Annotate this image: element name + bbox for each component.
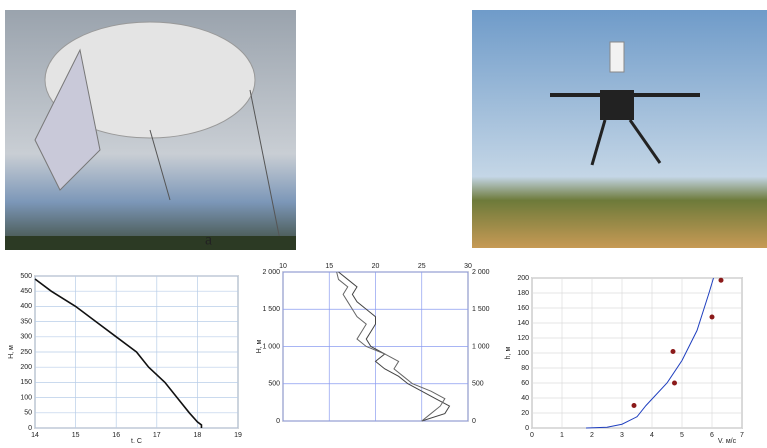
y-tick-label: 40 — [521, 395, 529, 402]
y-tick-label: 300 — [20, 334, 32, 341]
y-tick-label: 120 — [517, 335, 529, 342]
y-tick-label: 100 — [20, 394, 32, 401]
y-tick-label: 250 — [20, 349, 32, 356]
x-tick-label: 7 — [740, 432, 744, 439]
x-tick-label: 3 — [620, 432, 624, 439]
x-tick-label: 30 — [464, 263, 472, 270]
panel-label: a — [205, 232, 212, 249]
data-point — [709, 314, 715, 320]
x-tick-label: 1 — [560, 432, 564, 439]
y-tick-label-right: 1 500 — [472, 306, 490, 313]
x-tick-label: 14 — [31, 432, 39, 439]
y-tick-label: 500 — [20, 273, 32, 280]
x-tick-label: 6 — [710, 432, 714, 439]
data-point — [670, 349, 676, 354]
y-tick-label: 140 — [517, 320, 529, 327]
y-tick-label: 0 — [276, 418, 280, 425]
x-tick-label: 25 — [418, 263, 426, 270]
x-tick-label: 15 — [325, 263, 333, 270]
y-tick-label: 500 — [268, 381, 280, 388]
y-tick-label: 20 — [521, 410, 529, 417]
x-tick-label: 18 — [194, 432, 202, 439]
data-point — [672, 380, 677, 386]
y-axis-label: h, м — [505, 347, 512, 360]
y-tick-label: 0 — [28, 425, 32, 432]
data-line — [338, 271, 451, 422]
y-tick-label: 0 — [525, 425, 529, 432]
y-tick-label-right: 1 000 — [472, 343, 490, 350]
x-tick-label: 16 — [112, 432, 120, 439]
y-tick-label: 350 — [20, 318, 32, 325]
data-line — [585, 277, 714, 429]
x-tick-label: 15 — [72, 432, 80, 439]
x-tick-label: 5 — [680, 432, 684, 439]
data-point — [718, 277, 724, 283]
x-tick-label: 10 — [279, 263, 287, 270]
y-tick-label-right: 2 000 — [472, 269, 490, 276]
drone-photo — [472, 10, 767, 248]
y-tick-label: 2 000 — [262, 269, 280, 276]
y-tick-label: 50 — [24, 410, 32, 417]
y-tick-label: 1 000 — [262, 343, 280, 350]
y-tick-label: 450 — [20, 288, 32, 295]
y-tick-label: 200 — [517, 275, 529, 282]
y-tick-label: 400 — [20, 303, 32, 310]
x-tick-label: 19 — [234, 432, 242, 439]
y-tick-label: 200 — [20, 364, 32, 371]
y-tick-label: 100 — [517, 350, 529, 357]
y-tick-label: 180 — [517, 290, 529, 297]
x-axis-label: t, С — [131, 438, 142, 443]
y-tick-label: 160 — [517, 305, 529, 312]
x-tick-label: 20 — [372, 263, 380, 270]
data-line — [34, 278, 203, 428]
balloon-photo — [5, 10, 296, 250]
y-tick-label: 150 — [20, 379, 32, 386]
y-tick-label: 1 500 — [262, 306, 280, 313]
x-tick-label: 2 — [590, 432, 594, 439]
data-line — [336, 271, 446, 422]
y-axis-label: H, м — [8, 345, 15, 359]
x-tick-label: 4 — [650, 432, 654, 439]
y-tick-label: 80 — [521, 365, 529, 372]
y-axis-label: H, м — [256, 339, 263, 353]
y-tick-label-right: 0 — [472, 418, 476, 425]
x-axis-label: V, м/с — [718, 438, 737, 443]
x-tick-label: 0 — [530, 432, 534, 439]
y-tick-label: 60 — [521, 380, 529, 387]
x-tick-label: 17 — [153, 432, 161, 439]
y-tick-label-right: 500 — [472, 381, 484, 388]
data-point — [631, 403, 637, 408]
